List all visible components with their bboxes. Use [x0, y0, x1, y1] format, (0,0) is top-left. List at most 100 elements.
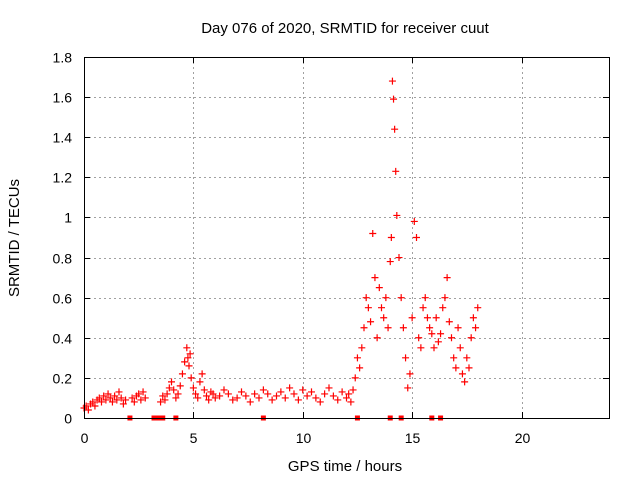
data-point	[408, 314, 416, 322]
data-point	[316, 398, 324, 406]
data-point	[200, 386, 208, 394]
data-point	[387, 234, 395, 241]
data-point	[463, 354, 471, 362]
data-point	[168, 378, 175, 386]
data-point	[397, 294, 405, 302]
data-point	[347, 398, 355, 406]
data-point	[395, 254, 403, 262]
data-point	[161, 396, 169, 404]
y-tick-label: 1.2	[53, 170, 73, 186]
data-point	[135, 390, 143, 398]
data-point	[448, 334, 455, 342]
data-point	[467, 334, 475, 342]
data-point	[325, 384, 333, 392]
data-point	[439, 304, 447, 312]
data-point	[84, 406, 92, 414]
data-point	[375, 284, 383, 292]
data-point	[104, 390, 112, 398]
data-point	[192, 390, 200, 398]
data-point	[349, 386, 357, 394]
data-point	[432, 314, 440, 322]
data-point	[362, 294, 370, 302]
data-point	[246, 398, 254, 406]
data-point	[406, 370, 414, 378]
x-tick-label: 15	[405, 430, 421, 446]
x-tick-label: 5	[190, 430, 198, 446]
data-point	[410, 217, 418, 225]
data-point	[264, 390, 272, 398]
y-tick-label: 0.4	[53, 331, 73, 347]
data-point	[367, 318, 375, 326]
data-point	[113, 396, 121, 404]
data-point	[392, 167, 400, 175]
chart-title: Day 076 of 2020, SRMTID for receiver cuu…	[201, 20, 489, 37]
y-tick-label: 1.8	[53, 50, 73, 66]
data-point	[421, 294, 429, 302]
data-point	[437, 330, 445, 338]
data-point	[321, 390, 329, 398]
data-point	[386, 258, 394, 266]
x-tick-label: 0	[81, 430, 89, 446]
data-point	[312, 394, 320, 402]
data-point	[380, 314, 388, 322]
data-point	[187, 374, 195, 382]
data-point	[472, 324, 480, 332]
data-point	[102, 396, 110, 404]
data-point	[91, 402, 99, 410]
data-point	[369, 229, 377, 237]
data-point	[176, 382, 184, 390]
data-point	[423, 314, 431, 322]
data-point	[172, 394, 180, 402]
data-point	[393, 211, 401, 219]
grid-layer	[84, 57, 609, 418]
data-point	[356, 364, 364, 372]
data-point	[106, 394, 114, 402]
y-axis-title: SRMTID / TECUs	[6, 179, 23, 297]
data-point	[351, 374, 359, 382]
data-point	[353, 354, 361, 362]
data-point	[89, 398, 97, 406]
data-point	[441, 294, 449, 302]
x-tick-label: 10	[296, 430, 312, 446]
data-point	[159, 392, 167, 400]
data-point	[184, 354, 192, 362]
data-point	[358, 344, 366, 352]
y-tick-label: 1.4	[53, 130, 73, 146]
data-point	[183, 344, 191, 352]
y-tick-label: 0.8	[53, 251, 73, 267]
plot-frame	[84, 57, 610, 419]
x-axis-title: GPS time / hours	[288, 458, 402, 475]
data-point	[391, 125, 399, 133]
data-point	[186, 350, 194, 358]
data-point	[108, 398, 116, 406]
data-point	[281, 394, 289, 402]
data-point	[178, 370, 186, 378]
data-point	[189, 384, 197, 392]
data-point	[111, 392, 119, 400]
data-point	[384, 324, 392, 332]
data-point	[402, 354, 410, 362]
data-point	[174, 390, 182, 398]
data-point	[194, 394, 202, 402]
data-point	[474, 304, 482, 312]
data-point	[371, 274, 379, 282]
data-point	[229, 396, 237, 404]
data-point	[170, 386, 178, 394]
data-point	[205, 396, 213, 404]
data-point	[388, 77, 396, 85]
data-point	[185, 362, 193, 370]
data-point	[378, 304, 385, 312]
data-point	[198, 370, 206, 378]
data-point	[308, 388, 315, 396]
data-point	[404, 384, 412, 392]
data-point	[157, 398, 165, 406]
data-point	[334, 396, 342, 404]
data-point	[299, 386, 307, 394]
data-point	[181, 358, 189, 366]
data-point	[469, 314, 477, 322]
data-point	[434, 338, 442, 346]
data-point	[209, 390, 217, 398]
data-point	[343, 394, 350, 402]
